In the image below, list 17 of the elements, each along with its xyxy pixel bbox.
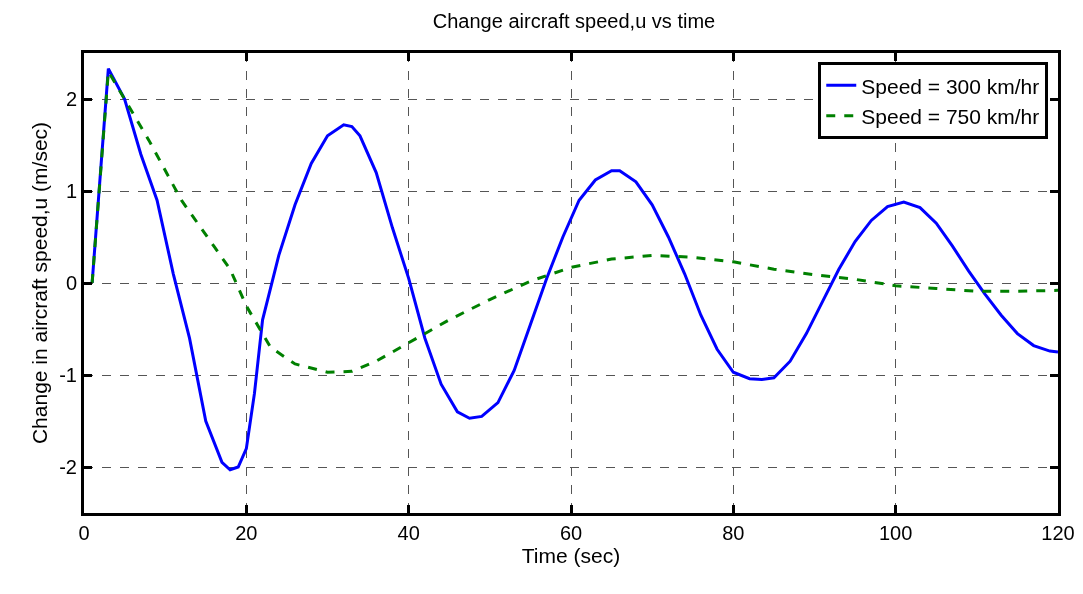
y-tick-label: 2	[65, 88, 77, 110]
legend-label: Speed = 750 km/hr	[861, 104, 1040, 128]
legend-label: Speed = 300 km/hr	[861, 74, 1040, 98]
y-axis-title: Change in aircraft speed,u (m/sec)	[28, 121, 52, 445]
x-tick-label: 120	[1041, 522, 1075, 544]
x-tick-label: 80	[722, 522, 745, 544]
x-axis-title: Time (sec)	[521, 544, 621, 568]
x-tick-label: 40	[397, 522, 420, 544]
line-series	[90, 67, 1058, 472]
y-tick-label: -1	[59, 364, 77, 386]
x-tick-label: 100	[878, 522, 913, 544]
y-tick-label: -2	[59, 456, 77, 478]
y-tick-label: 1	[65, 180, 77, 202]
chart-title: Change aircraft speed,u vs time	[432, 9, 716, 32]
x-tick-label: 60	[559, 522, 583, 544]
x-tick-label: 20	[235, 522, 258, 544]
y-tick-label: 0	[65, 272, 77, 294]
